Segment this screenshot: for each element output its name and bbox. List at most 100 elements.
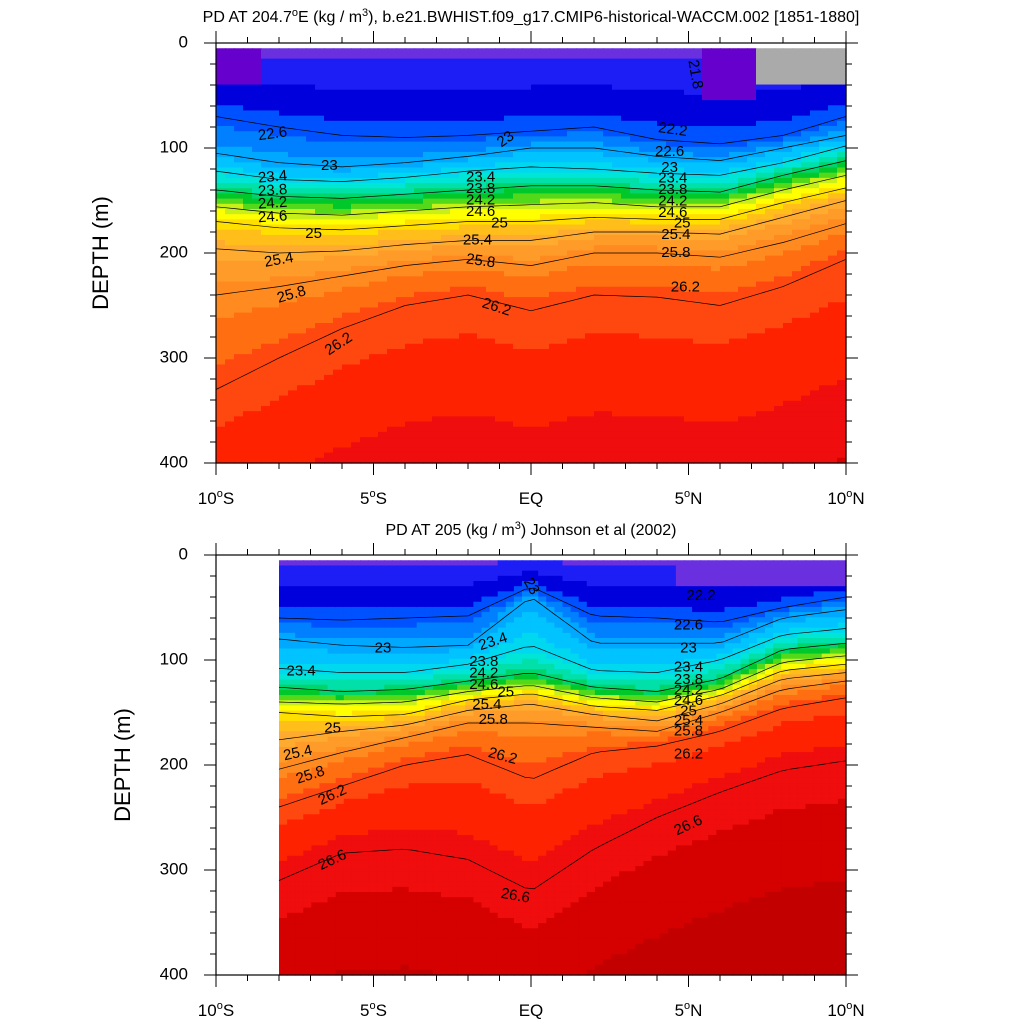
density-cell	[432, 183, 442, 189]
density-cell	[477, 74, 487, 80]
density-cell	[468, 271, 478, 277]
density-cell	[747, 63, 757, 70]
density-cell	[558, 452, 568, 459]
density-cell	[585, 188, 595, 195]
density-cell	[621, 234, 631, 241]
density-cell	[333, 323, 343, 329]
density-cell	[261, 265, 271, 272]
density-cell	[477, 385, 487, 392]
density-cell	[243, 89, 253, 96]
density-cell	[423, 53, 433, 60]
density-cell	[702, 110, 712, 117]
density-cell	[738, 120, 748, 127]
density-cell	[693, 100, 703, 106]
density-cell	[288, 442, 298, 449]
density-cell	[324, 354, 334, 360]
density-cell	[297, 250, 307, 257]
density-cell	[603, 416, 613, 423]
density-cell	[684, 208, 694, 215]
density-cell	[486, 380, 496, 386]
density-cell	[702, 141, 712, 148]
density-cell	[405, 369, 415, 376]
density-cell	[702, 53, 712, 60]
density-cell	[405, 421, 415, 428]
density-cell	[234, 172, 244, 179]
density-cell	[333, 100, 343, 106]
density-cell	[423, 369, 433, 376]
density-cell	[486, 214, 496, 220]
density-cell	[225, 74, 235, 80]
density-cell	[675, 131, 685, 137]
density-cell	[297, 100, 307, 106]
density-cell	[693, 380, 703, 386]
density-cell	[711, 68, 721, 75]
density-cell	[738, 255, 748, 262]
density-cell	[630, 328, 640, 334]
density-cell	[693, 312, 703, 319]
density-cell	[396, 224, 406, 231]
density-cell	[459, 151, 469, 158]
density-cell	[639, 58, 649, 65]
density-cell	[351, 214, 361, 220]
density-cell	[459, 48, 469, 55]
density-cell	[378, 286, 388, 293]
density-cell	[288, 100, 298, 106]
density-cell	[549, 126, 559, 132]
density-cell	[657, 177, 667, 184]
density-cell	[621, 271, 631, 277]
density-cell	[216, 240, 226, 246]
density-cell	[414, 136, 424, 143]
density-cell	[216, 400, 226, 407]
density-cell	[360, 447, 370, 454]
density-cell	[396, 219, 406, 226]
density-cell	[594, 369, 604, 376]
density-cell	[324, 48, 334, 55]
density-cell	[279, 333, 289, 340]
density-cell	[261, 229, 271, 236]
density-cell	[756, 53, 766, 60]
density-cell	[351, 48, 361, 55]
density-cell	[657, 317, 667, 324]
density-cell	[711, 297, 721, 303]
density-cell	[234, 100, 244, 106]
density-cell	[702, 229, 712, 236]
density-cell	[450, 333, 460, 340]
density-cell	[558, 203, 568, 210]
density-cell	[504, 131, 514, 137]
density-cell	[630, 229, 640, 236]
density-cell	[432, 131, 442, 137]
density-cell	[333, 245, 343, 252]
density-cell	[711, 286, 721, 293]
density-cell	[711, 240, 721, 246]
density-cell	[324, 131, 334, 137]
density-cell	[648, 229, 658, 236]
density-cell	[666, 115, 676, 122]
density-cell	[243, 120, 253, 127]
density-cell	[567, 203, 577, 210]
density-cell	[576, 364, 586, 371]
density-cell	[558, 437, 568, 443]
density-cell	[702, 208, 712, 215]
density-cell	[297, 255, 307, 262]
density-cell	[423, 193, 433, 200]
density-cell	[684, 198, 694, 205]
density-cell	[306, 271, 316, 277]
density-cell	[693, 234, 703, 241]
density-cell	[297, 374, 307, 381]
density-cell	[756, 312, 766, 319]
density-cell	[378, 291, 388, 298]
density-cell	[315, 260, 325, 267]
density-cell	[306, 260, 316, 267]
density-cell	[576, 115, 586, 122]
density-cell	[576, 328, 586, 334]
density-cell	[513, 100, 523, 106]
density-cell	[720, 317, 730, 324]
density-cell	[378, 115, 388, 122]
density-cell	[216, 188, 226, 195]
density-cell	[720, 374, 730, 381]
density-cell	[567, 208, 577, 215]
density-cell	[243, 343, 253, 350]
density-cell	[549, 250, 559, 257]
density-cell	[315, 208, 325, 215]
density-cell	[369, 208, 379, 215]
